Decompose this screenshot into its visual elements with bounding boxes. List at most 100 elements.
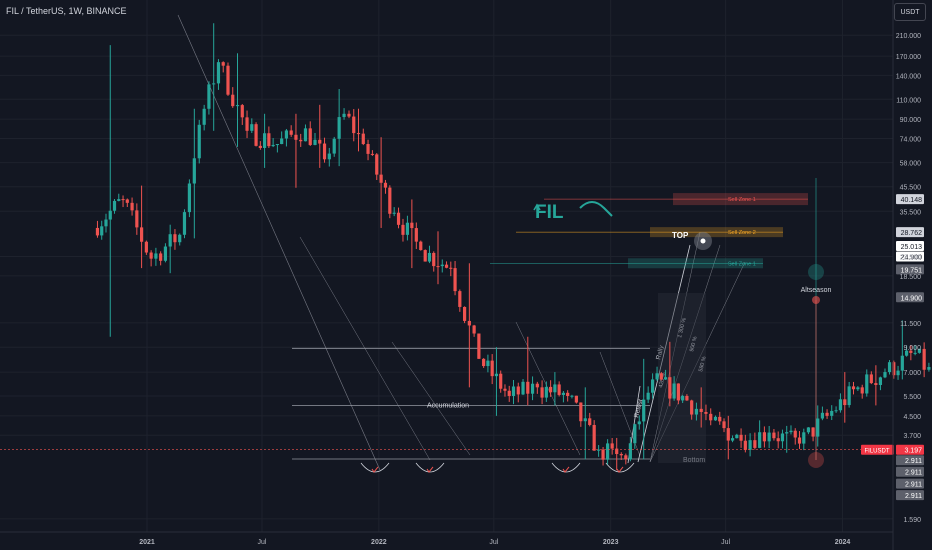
candle-body	[440, 264, 444, 267]
candle-body	[212, 83, 216, 85]
price-tag-label: 24.900	[901, 254, 923, 261]
candle-body	[735, 434, 739, 439]
candle-body	[718, 416, 722, 422]
candle-body	[797, 437, 802, 444]
candle-body	[878, 377, 883, 385]
candle-body	[140, 227, 144, 242]
trendline-4	[515, 321, 581, 456]
check-icon	[562, 466, 570, 473]
price-tag-box	[896, 227, 924, 238]
price-tag-label: 28.762	[901, 230, 923, 237]
candle-body	[231, 94, 235, 107]
sell-zone-3-label: Sell Zone 1	[728, 261, 756, 267]
candle-body	[904, 350, 909, 356]
fan-label-1300: 1 300 %	[677, 317, 688, 338]
altseason-red-marker	[812, 296, 820, 304]
candle-body	[642, 399, 646, 422]
candle-body	[410, 222, 414, 229]
y-tick-label: 140.000	[896, 73, 921, 80]
y-tick-label: 4.500	[903, 414, 921, 421]
candle-body	[549, 386, 553, 393]
candle-body	[579, 402, 583, 422]
candle-body	[511, 386, 516, 396]
sell-zone-2-label: Sell Zone 2	[728, 230, 756, 236]
top-label: TOP	[672, 231, 689, 240]
candle-body	[494, 373, 499, 377]
candle-body	[135, 210, 139, 228]
candle-body	[606, 443, 610, 460]
candle-body	[615, 448, 619, 454]
candle-body	[477, 333, 481, 359]
candle-body	[851, 386, 856, 390]
x-tick-label: Jul	[257, 539, 266, 546]
rally-arrow	[637, 244, 691, 463]
candle-body	[699, 408, 703, 412]
candle-body	[655, 373, 659, 380]
candle-body	[154, 253, 158, 259]
y-tick-label: 35.500	[900, 209, 922, 216]
candle-body	[883, 372, 887, 378]
currency-button[interactable]: USDT	[894, 3, 926, 21]
candle-body	[436, 266, 440, 268]
fan-label-420: 420 %	[658, 372, 668, 389]
candle-body	[396, 212, 401, 225]
candle-body	[401, 224, 405, 235]
candle-body	[197, 124, 201, 159]
candle-body	[753, 440, 757, 448]
symbol-title: FIL / TetherUS, 1W, BINANCE	[6, 6, 127, 16]
candle-body	[467, 320, 471, 326]
price-tag-box	[896, 292, 924, 303]
candle-body	[414, 228, 418, 242]
candle-body	[726, 428, 730, 441]
candle-body	[825, 412, 829, 416]
y-tick-label: 170.000	[896, 54, 921, 61]
candle-body	[308, 128, 312, 145]
candle-body	[352, 116, 356, 134]
x-tick-label: Jul	[489, 539, 498, 546]
bottom-arc	[551, 462, 581, 473]
candle-body	[619, 453, 623, 456]
candle-body	[366, 144, 370, 154]
candle-body	[743, 440, 747, 450]
price-axis: 210.000 170.000 140.000 110.000 90.000 74.000…	[892, 0, 922, 550]
price-tag-label: 19.751	[901, 267, 923, 274]
candle-body	[690, 400, 694, 415]
candle-body	[811, 427, 815, 437]
fil-logo: FIL	[535, 202, 564, 223]
candle-body	[337, 117, 341, 139]
candle-body	[100, 226, 104, 236]
candle-body	[521, 381, 525, 395]
price-tag-label: 2.911	[905, 482, 922, 489]
x-tick-label: 2023	[603, 539, 619, 546]
candle-body	[610, 443, 614, 449]
accumulation-label: Accumulation	[427, 402, 469, 409]
candle-body	[739, 434, 743, 441]
y-tick-label: 22.500	[900, 254, 922, 261]
candle-body	[168, 234, 172, 247]
candle-body	[772, 432, 776, 439]
candle-body	[95, 227, 100, 236]
candle-body	[490, 360, 494, 377]
candle-body	[503, 388, 507, 391]
candle-body	[900, 355, 904, 371]
candle-body	[499, 373, 503, 389]
y-tick-label: 110.000	[896, 97, 921, 104]
price-tag-box	[896, 455, 924, 466]
candle-body	[149, 252, 153, 259]
y-tick-label: 18.500	[900, 274, 922, 281]
candle-body	[709, 413, 713, 421]
bottom-arc	[360, 462, 390, 473]
y-tick-label: 9.000	[903, 345, 921, 352]
candle-body	[482, 358, 486, 367]
rally-label: Rally	[655, 344, 665, 360]
candle-body	[375, 154, 379, 175]
candle-body	[322, 143, 327, 160]
candles-layer	[95, 23, 931, 471]
x-tick-label: 2021	[139, 539, 155, 546]
y-tick-label: 58.000	[900, 161, 922, 168]
candle-body	[860, 387, 864, 394]
check-icon	[371, 466, 379, 473]
candle-body	[847, 386, 851, 406]
candle-body	[789, 430, 793, 433]
